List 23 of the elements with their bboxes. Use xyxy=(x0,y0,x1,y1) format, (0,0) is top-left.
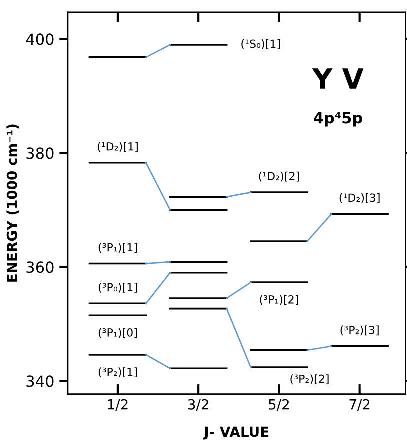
annotation: (¹D₂)[3] xyxy=(340,194,380,204)
x-tick-label: 1/2 xyxy=(108,399,128,411)
annotation: (³P₀)[1] xyxy=(98,283,138,293)
annotation: (³P₂)[1] xyxy=(98,368,138,378)
annotation: (³P₁)[2] xyxy=(260,295,298,306)
annotation: (³P₂)[3] xyxy=(340,326,379,336)
text: 4p⁴5p xyxy=(314,112,362,127)
x-tick-label: 3/2 xyxy=(188,399,208,411)
annotation: (³P₁)[1] xyxy=(98,243,138,254)
y-tick-label: 360 xyxy=(26,262,54,274)
y-tick-label: 400 xyxy=(26,34,54,46)
x-tick-label: 5/2 xyxy=(269,399,289,411)
x-axis-title: J- VALUE xyxy=(203,426,269,440)
y-tick-label: 380 xyxy=(26,148,54,160)
annotation: (¹D₂)[2] xyxy=(259,172,300,182)
text: Y V xyxy=(312,68,364,89)
annotation: (¹D₂)[1] xyxy=(98,142,138,152)
y-axis-title: ENERGY (1000 cm⁻¹) xyxy=(6,124,19,282)
annotation: (³P₁)[0] xyxy=(98,328,138,338)
y-tick-label: 340 xyxy=(26,376,54,388)
x-tick-label: 7/2 xyxy=(350,399,370,411)
annotation: (¹S₀)[1] xyxy=(242,40,280,50)
annotation: (³P₂)[2] xyxy=(290,374,329,385)
